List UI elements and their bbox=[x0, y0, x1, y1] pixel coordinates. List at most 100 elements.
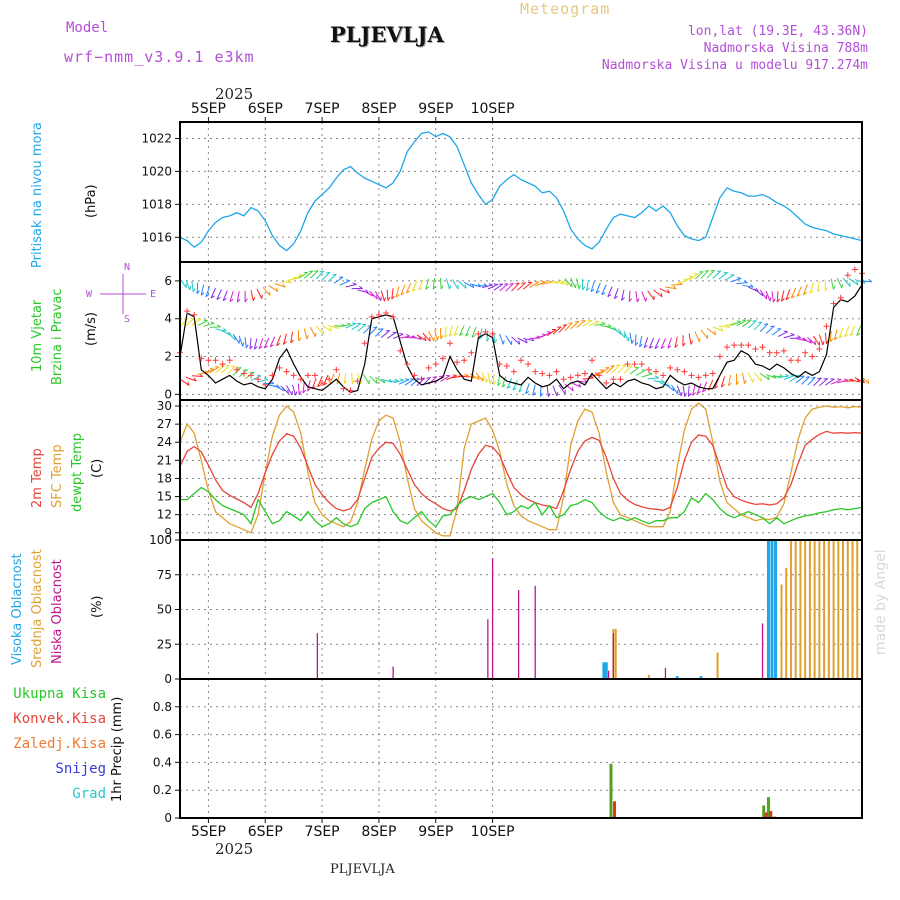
wind-barb-532 bbox=[700, 270, 710, 279]
wind-barb-220 bbox=[391, 288, 394, 300]
wind-barb-513 bbox=[682, 342, 686, 347]
ytick-label-temperature-0: 9 bbox=[164, 526, 172, 540]
panel-frame-precip bbox=[179, 678, 863, 819]
wind-barb-686 bbox=[849, 325, 856, 336]
wind-barb-142 bbox=[315, 270, 325, 280]
wind-barb-381 bbox=[557, 326, 562, 328]
cloud-bar-2-5 bbox=[534, 585, 536, 679]
wind-barb-371 bbox=[548, 280, 553, 283]
gust-marker-68 bbox=[660, 372, 667, 379]
wind-barb-223 bbox=[404, 378, 410, 381]
gust-marker-39 bbox=[454, 359, 461, 366]
wind-barb-79 bbox=[263, 377, 268, 381]
gust-marker-29 bbox=[383, 310, 390, 317]
gust-marker-8 bbox=[233, 366, 240, 373]
gust-marker-51 bbox=[539, 370, 546, 377]
wind-barb-607 bbox=[784, 373, 790, 377]
wind-barb-83 bbox=[261, 294, 263, 299]
wind-barb-675 bbox=[838, 335, 843, 339]
wind-barb-236 bbox=[410, 335, 422, 340]
wind-barb-279 bbox=[448, 333, 453, 337]
wind-barb-349 bbox=[518, 389, 523, 393]
wind-barb-537 bbox=[713, 330, 717, 336]
wind-barb-147 bbox=[329, 327, 332, 332]
wind-barb-195 bbox=[373, 326, 378, 329]
wind-barb-559 bbox=[728, 382, 732, 387]
wind-barb-98 bbox=[269, 336, 276, 348]
wind-barb-193 bbox=[376, 379, 378, 384]
wind-barb-294 bbox=[469, 373, 480, 381]
wind-barb-29 bbox=[200, 292, 205, 296]
wind-barb-432 bbox=[605, 365, 615, 374]
gust-marker-25 bbox=[354, 378, 361, 385]
wind-barb-522 bbox=[692, 384, 696, 396]
wind-barb-628 bbox=[790, 287, 797, 299]
top-day-label-4: 9SEP bbox=[418, 101, 453, 117]
wind-barb-609 bbox=[783, 330, 788, 333]
wind-barb-436 bbox=[601, 284, 607, 295]
wind-barb-637 bbox=[811, 376, 816, 379]
wind-barb-539 bbox=[710, 269, 715, 272]
gust-marker-46 bbox=[503, 362, 510, 369]
wind-barb-527 bbox=[699, 271, 704, 273]
wind-barb-27 bbox=[210, 321, 215, 324]
wind-barb-579 bbox=[752, 320, 757, 322]
wind-barb-674 bbox=[838, 327, 844, 339]
wind-barb-336 bbox=[506, 378, 512, 389]
wind-barb-616 bbox=[780, 290, 785, 302]
wind-barb-194 bbox=[369, 326, 378, 336]
wind-barb-615 bbox=[790, 332, 795, 336]
wind-barb-577 bbox=[752, 378, 755, 383]
wind-barb-52 bbox=[222, 290, 228, 301]
wind-barb-642 bbox=[813, 377, 822, 387]
wind-barb-652 bbox=[816, 280, 820, 292]
wind-barb-286 bbox=[457, 280, 467, 289]
wind-barb-404 bbox=[576, 320, 586, 328]
wind-barb-108 bbox=[286, 385, 293, 396]
wind-barb-307 bbox=[486, 378, 488, 383]
wind-barb-638 bbox=[807, 337, 817, 346]
wind-barb-487 bbox=[667, 383, 671, 388]
top-year-label: 2025 bbox=[215, 85, 254, 103]
wind-barb-589 bbox=[767, 375, 770, 380]
wind-barb-22 bbox=[196, 282, 199, 294]
cloud-bar-1-6 bbox=[789, 540, 792, 679]
wind-barb-257 bbox=[425, 286, 430, 290]
gust-marker-63 bbox=[624, 361, 631, 368]
wind-barb-311 bbox=[488, 283, 493, 286]
gust-marker-93 bbox=[837, 294, 844, 301]
wind-barb-215 bbox=[387, 296, 391, 301]
wind-barb-12 bbox=[191, 375, 203, 378]
wind-barb-192 bbox=[369, 375, 378, 384]
model-label: Model bbox=[66, 20, 109, 36]
gust-marker-49 bbox=[525, 361, 532, 368]
gust-marker-21 bbox=[326, 376, 333, 383]
wind-barb-335 bbox=[509, 283, 514, 285]
wind-barb-166 bbox=[339, 280, 351, 286]
wind-barb-429 bbox=[607, 323, 612, 328]
wind-barb-272 bbox=[444, 326, 447, 338]
wind-barb-374 bbox=[546, 329, 557, 337]
gust-marker-33 bbox=[411, 372, 418, 379]
wind-barb-435 bbox=[613, 326, 617, 331]
wind-barb-424 bbox=[590, 281, 595, 292]
wind-barb-614 bbox=[783, 334, 795, 339]
wind-barb-102 bbox=[280, 385, 289, 394]
wind-barb-543 bbox=[720, 327, 724, 332]
wind-barb-691 bbox=[867, 379, 870, 384]
ytick-label-cloud-2: 50 bbox=[157, 603, 172, 617]
wind-barb-570 bbox=[741, 372, 746, 384]
wind-barb-612 bbox=[783, 375, 795, 381]
wind-barb-419 bbox=[586, 287, 590, 292]
gust-marker-78 bbox=[731, 342, 738, 349]
wind-barb-597 bbox=[770, 325, 775, 328]
wind-barb-506 bbox=[674, 336, 678, 348]
wind-barb-38 bbox=[215, 328, 227, 332]
gust-marker-90 bbox=[816, 345, 823, 352]
wind-barb-74 bbox=[249, 338, 252, 350]
wind-barb-211 bbox=[394, 378, 399, 382]
wind-barb-505 bbox=[680, 391, 683, 397]
wind-barb-352 bbox=[523, 281, 533, 290]
wind-barb-251 bbox=[418, 287, 423, 291]
wind-barb-439 bbox=[615, 364, 620, 367]
